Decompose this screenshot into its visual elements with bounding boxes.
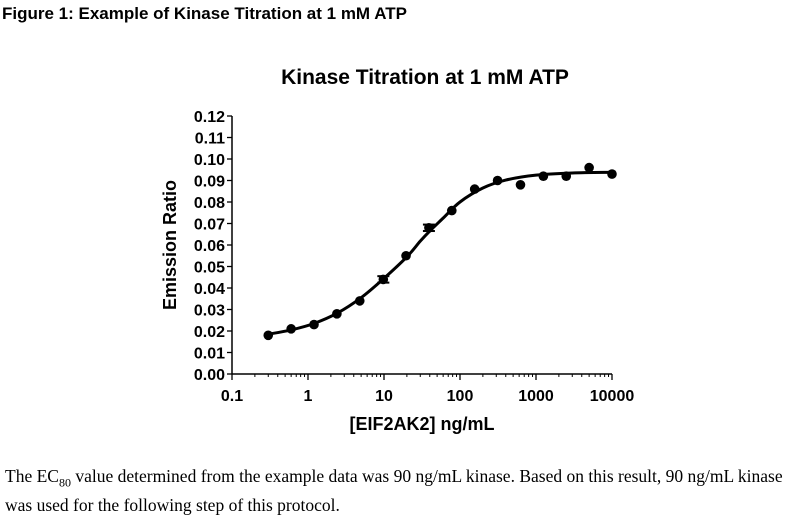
x-tick-label: 10000 xyxy=(590,388,635,405)
data-point xyxy=(401,250,411,261)
data-point xyxy=(446,205,457,216)
results-paragraph: The EC80 value determined from the examp… xyxy=(5,465,795,516)
fit-curve-group xyxy=(267,170,613,336)
y-tick-label: 0.08 xyxy=(194,195,225,212)
x-tick-label: 1000 xyxy=(518,388,554,405)
data-point xyxy=(584,162,594,173)
data-point xyxy=(607,169,617,179)
fit-curve xyxy=(267,170,613,336)
y-tick-label: 0.03 xyxy=(194,303,225,320)
y-tick-label: 0.07 xyxy=(194,217,225,234)
titration-chart: Kinase Titration at 1 mM ATP Emission Ra… xyxy=(160,66,634,434)
axes: 0.00 0.01 0.02 0.03 0.04 0.05 0.06 0.07 0.08 0.09… xyxy=(194,109,634,405)
y-axis-label: Emission Ratio xyxy=(160,180,180,310)
data-points xyxy=(263,162,617,341)
data-point xyxy=(515,180,526,190)
y-tick-label: 0.05 xyxy=(194,260,225,277)
y-tick-label: 0.12 xyxy=(194,109,225,126)
figure-title: Figure 1: Example of Kinase Titration at… xyxy=(2,4,407,23)
ec-subscript: 80 xyxy=(58,475,71,490)
data-point xyxy=(286,324,296,334)
data-point xyxy=(561,171,572,181)
data-point xyxy=(263,330,274,341)
y-tick-label: 0.11 xyxy=(195,131,225,148)
data-point xyxy=(354,296,365,306)
chart-title: Kinase Titration at 1 mM ATP xyxy=(281,66,569,89)
x-tick-label: 10 xyxy=(375,388,393,405)
paragraph-text-1: The EC xyxy=(5,466,59,486)
data-point xyxy=(309,319,319,330)
x-tick-label: 1 xyxy=(304,388,313,405)
y-tick-label: 0.04 xyxy=(194,281,225,298)
y-tick-label: 0.01 xyxy=(194,346,225,363)
data-point xyxy=(469,184,480,194)
y-tick-label: 0.09 xyxy=(194,174,225,191)
x-axis-label: [EIF2AK2] ng/mL xyxy=(349,414,494,434)
x-tick-label: 100 xyxy=(447,388,474,405)
data-point xyxy=(332,309,342,319)
data-point xyxy=(424,223,434,233)
y-tick-label: 0.00 xyxy=(194,367,225,384)
data-point xyxy=(538,171,549,181)
y-tick-label: 0.10 xyxy=(194,152,225,169)
y-tick-label: 0.06 xyxy=(194,238,225,255)
x-tick-label: 0.1 xyxy=(221,388,243,405)
y-tick-label: 0.02 xyxy=(194,324,225,341)
data-point xyxy=(492,175,503,186)
paragraph-text-2: value determined from the example data w… xyxy=(5,466,783,515)
data-point xyxy=(378,274,389,285)
